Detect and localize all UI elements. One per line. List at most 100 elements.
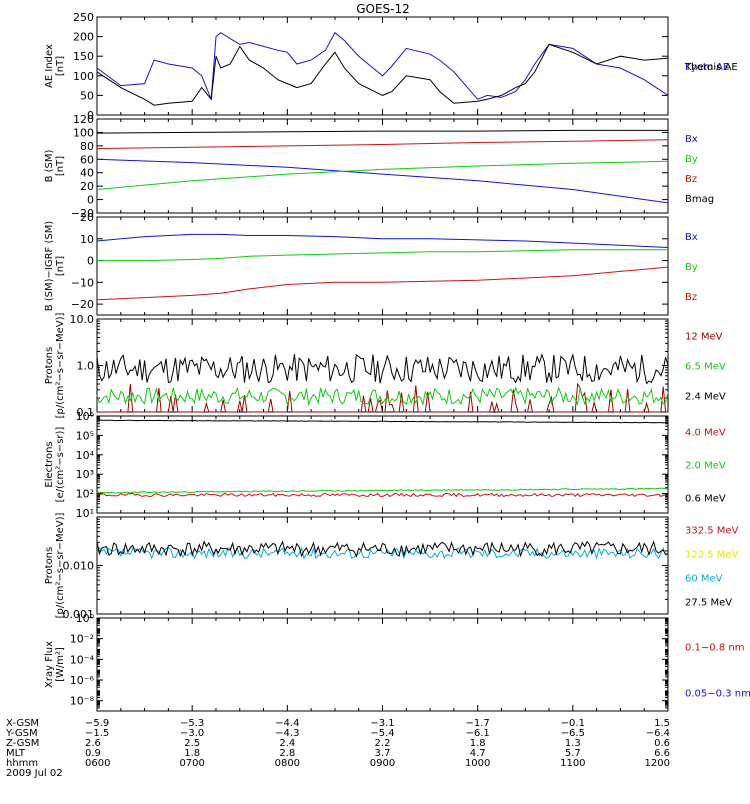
y-tick-label: 10⁻⁶ — [70, 674, 95, 687]
y-axis-title: Electrons[e/(cm²−s−sr)] — [44, 427, 66, 503]
ephemeris-value: −1.7 — [466, 718, 490, 729]
ephemeris-value: −6.5 — [561, 728, 585, 739]
legend-label: 4.0 MeV — [685, 428, 726, 439]
legend-label: Bx — [685, 134, 698, 145]
series-line — [96, 158, 669, 204]
y-axis-title-line: [p/(cm²−s−sr−MeV)] — [55, 312, 66, 418]
ephemeris-value: −5.3 — [180, 718, 204, 729]
panel-protons_low: 0.1 1.0 10.0 Protons[p/(cm²−s−sr−MeV)] 12 Me… — [44, 312, 726, 419]
legend-label: 0.1−0.8 nm — [685, 643, 744, 654]
y-axis-title-line: [e/(cm²−s−sr)] — [55, 427, 66, 503]
y-tick-label: 0 — [87, 194, 94, 207]
legend-label: 12 MeV — [685, 332, 723, 343]
ephemeris-value: −6.4 — [646, 728, 670, 739]
y-axis-title-line: Protons — [44, 347, 55, 384]
y-axis-title-line: B (SM)−IGRF (SM) — [44, 221, 55, 312]
y-tick-label: 10⁴ — [76, 449, 95, 462]
legend-label: 6.5 MeV — [685, 362, 726, 373]
y-axis-title-line: Xray Flux — [44, 641, 55, 688]
y-tick-label: 10² — [76, 488, 94, 501]
ephemeris-value: 0800 — [275, 758, 300, 769]
y-tick-label: 1.0 — [77, 360, 95, 373]
ephemeris-row-label: Z-GSM — [6, 738, 39, 749]
y-tick-label: 120 — [73, 113, 94, 126]
y-tick-label: 10⁻² — [70, 633, 94, 646]
y-axis-title: Protons[p/(cm²−s−sr−MeV)] — [44, 512, 66, 618]
ephemeris-value: 1.5 — [654, 718, 670, 729]
ephemeris-value: −5.9 — [85, 718, 109, 729]
ephemeris-value: 1200 — [645, 758, 670, 769]
y-axis-title-line: [nT] — [55, 256, 66, 276]
series-line — [96, 386, 669, 407]
y-tick-label: 0.010 — [63, 560, 95, 573]
ephemeris-row-label: X-GSM — [6, 718, 39, 729]
y-tick-label: 50 — [80, 89, 94, 102]
legend-label: Bx — [685, 232, 698, 243]
panel-bigrf: −20 −10 0 10 20 B (SM)−IGRF (SM)[nT] Bx By Bz — [44, 211, 698, 316]
panel-ae: 0 50 100 150 200 250 AE Index[nT] Kyoto AEThemi… — [44, 11, 738, 122]
ephemeris-value: −0.1 — [561, 718, 585, 729]
panel-frame — [96, 118, 669, 214]
ephemeris-value: −4.4 — [275, 718, 299, 729]
y-tick-label: 10⁰ — [76, 612, 95, 625]
series-line — [97, 249, 668, 262]
chart-title: GOES-12 — [356, 2, 410, 16]
series-line — [96, 487, 668, 494]
ephemeris-value: 0.6 — [654, 738, 670, 749]
y-tick-label: 200 — [73, 31, 94, 44]
ephemeris-value: −5.4 — [370, 728, 394, 739]
legend-label: Themis AE — [684, 62, 738, 73]
y-tick-label: 0 — [87, 255, 94, 268]
y-axis-title-line: Electrons — [44, 441, 55, 487]
ephemeris-value: 2.5 — [184, 738, 200, 749]
date-label: 2009 Jul 02 — [6, 768, 63, 779]
ephemeris-value: 1000 — [465, 758, 490, 769]
y-tick-label: 100 — [73, 70, 94, 83]
series-line — [96, 419, 669, 424]
y-tick-label: 0.1 — [77, 406, 95, 419]
ephemeris-value: 2.2 — [375, 738, 391, 749]
y-tick-label: 0.001 — [63, 608, 95, 621]
legend-label: 0.05−0.3 nm — [685, 689, 750, 700]
legend-label: 27.5 MeV — [685, 598, 732, 609]
y-tick-label: 10⁵ — [76, 429, 94, 442]
y-tick-label: 60 — [80, 153, 94, 166]
series-line — [96, 266, 669, 301]
series-line — [96, 353, 669, 385]
y-axis-title-line: [nT] — [55, 56, 66, 76]
y-axis-title-line: [nT] — [55, 156, 66, 176]
y-tick-label: 20 — [80, 180, 94, 193]
y-tick-label: 10⁶ — [76, 410, 95, 423]
ephemeris-value: 3.7 — [375, 748, 391, 759]
series-line — [96, 129, 668, 134]
legend-label: 2.0 MeV — [685, 461, 726, 472]
ephemeris-value: 0700 — [179, 758, 204, 769]
panel-xray: 10⁻⁸ 10⁻⁶ 10⁻⁴ 10⁻² 10⁰ Xray Flux[W/m²] 0.1−0.… — [44, 612, 750, 712]
y-tick-label: 100 — [73, 126, 94, 139]
y-tick-label: 10 — [80, 233, 94, 246]
ephemeris-value: 2.6 — [85, 738, 101, 749]
series-line — [97, 382, 668, 414]
ephemeris-value: 2.8 — [279, 748, 295, 759]
ephemeris-value: −6.1 — [466, 728, 490, 739]
legend-label: 60 MeV — [685, 574, 723, 585]
y-tick-label: 10³ — [76, 468, 94, 481]
series-line — [96, 139, 669, 149]
legend-label: Bz — [685, 174, 697, 185]
ephemeris-value: −3.0 — [180, 728, 204, 739]
ephemeris-value: −4.3 — [275, 728, 299, 739]
series-line — [96, 160, 669, 190]
panel-frame — [96, 415, 669, 514]
y-axis-title-line: [W/m²] — [55, 647, 66, 682]
series-line — [96, 43, 669, 106]
legend-label: Bz — [685, 292, 697, 303]
series-line — [96, 492, 669, 498]
ephemeris-value: 0900 — [370, 758, 395, 769]
ephemeris-value: 1.3 — [565, 738, 581, 749]
y-tick-label: 40 — [80, 167, 94, 180]
